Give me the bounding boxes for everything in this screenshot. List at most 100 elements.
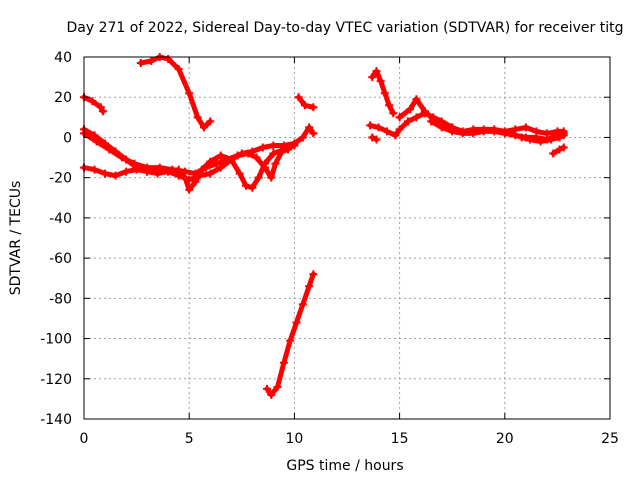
- series-line: [81, 94, 106, 114]
- x-axis-label: GPS time / hours: [286, 458, 403, 474]
- data-point: [88, 97, 97, 106]
- y-tick-label: -20: [49, 171, 72, 187]
- data-point: [269, 149, 278, 158]
- data-point: [267, 173, 276, 182]
- data-point: [376, 77, 385, 86]
- data-point: [185, 185, 194, 194]
- y-tick-label: -140: [40, 412, 72, 428]
- data-point: [298, 133, 307, 142]
- series-arc-2: [136, 53, 215, 132]
- x-tick-label: 20: [496, 431, 514, 447]
- y-tick-label: 40: [54, 50, 72, 66]
- y-axis-ticks: -140 -120 -100 -80 -60 -40 -20 0 20 40: [40, 50, 610, 428]
- x-tick-label: 15: [391, 431, 409, 447]
- data-point: [521, 123, 530, 132]
- data-point: [294, 93, 303, 102]
- data-point: [490, 127, 499, 136]
- data-point: [395, 125, 404, 134]
- data-point: [404, 117, 413, 126]
- y-tick-label: 0: [63, 130, 72, 146]
- data-point: [271, 159, 280, 168]
- plot-frame: [83, 56, 611, 420]
- data-point: [395, 113, 404, 122]
- data-point: [216, 151, 225, 160]
- series-arc-13: [507, 129, 568, 146]
- data-point: [258, 143, 267, 152]
- series-arc-6: [294, 93, 318, 112]
- data-point: [153, 169, 162, 178]
- data-point: [136, 59, 145, 68]
- data-point: [547, 135, 556, 144]
- data-point: [227, 155, 236, 164]
- data-point: [526, 135, 535, 144]
- data-point: [286, 336, 295, 345]
- data-point: [111, 171, 120, 180]
- data-point: [406, 105, 415, 114]
- data-point: [273, 382, 282, 391]
- data-point: [368, 133, 377, 142]
- data-point: [292, 318, 301, 327]
- data-point: [105, 145, 114, 154]
- x-axis-ticks: 0 5 10 15 20 25: [80, 57, 619, 447]
- data-point: [309, 129, 318, 138]
- data-point: [309, 270, 318, 279]
- data-point: [252, 153, 261, 162]
- data-point: [437, 123, 446, 132]
- series-arc-7: [263, 270, 318, 399]
- data-point: [206, 117, 215, 126]
- data-point: [269, 141, 278, 150]
- data-point: [305, 123, 314, 132]
- data-point: [469, 129, 478, 138]
- data-point: [260, 159, 269, 168]
- data-series: [80, 53, 568, 399]
- data-point: [305, 282, 314, 291]
- data-point: [366, 121, 375, 130]
- x-tick-label: 5: [185, 431, 194, 447]
- series-arc-8: [368, 67, 398, 118]
- data-point: [412, 95, 421, 104]
- data-point: [279, 145, 288, 154]
- data-point: [147, 57, 156, 66]
- data-point: [92, 137, 101, 146]
- data-point: [300, 101, 309, 110]
- data-point: [448, 127, 457, 136]
- data-point: [279, 358, 288, 367]
- x-tick-label: 0: [80, 431, 89, 447]
- data-point: [382, 127, 391, 136]
- data-point: [374, 123, 383, 132]
- data-point: [174, 165, 183, 174]
- data-point: [206, 169, 215, 178]
- data-point: [185, 89, 194, 98]
- data-point: [98, 107, 107, 116]
- data-point: [235, 169, 244, 178]
- data-point: [290, 141, 299, 150]
- data-point: [180, 173, 189, 182]
- data-point: [427, 117, 436, 126]
- data-point: [412, 113, 421, 122]
- x-tick-label: 25: [601, 431, 619, 447]
- data-point: [164, 167, 173, 176]
- series-arc-5: [80, 141, 299, 194]
- x-tick-label: 10: [285, 431, 303, 447]
- data-point: [132, 165, 141, 174]
- data-point: [555, 133, 564, 142]
- data-point: [191, 177, 200, 186]
- data-point: [117, 153, 126, 162]
- data-point: [507, 129, 516, 138]
- data-point: [479, 127, 488, 136]
- data-point: [458, 129, 467, 138]
- data-point: [216, 163, 225, 172]
- data-point: [174, 65, 183, 74]
- data-point: [122, 167, 131, 176]
- data-point: [263, 384, 272, 393]
- y-tick-label: 20: [54, 90, 72, 106]
- data-point: [372, 67, 381, 76]
- y-tick-label: -80: [49, 291, 72, 307]
- data-point: [309, 103, 318, 112]
- data-point: [536, 137, 545, 146]
- data-point: [90, 165, 99, 174]
- data-point: [298, 300, 307, 309]
- series-arc-14: [549, 143, 568, 158]
- data-point: [130, 159, 139, 168]
